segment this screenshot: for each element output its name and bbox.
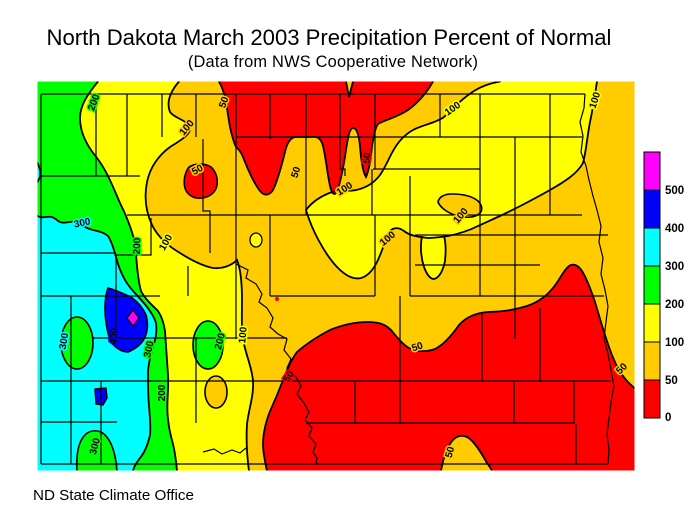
svg-text:400: 400 <box>665 223 684 235</box>
svg-text:300: 300 <box>58 332 72 351</box>
svg-text:300: 300 <box>665 261 684 273</box>
svg-text:(Data from NWS Cooperative Net: (Data from NWS Cooperative Network) <box>188 53 478 71</box>
svg-text:0: 0 <box>665 412 671 424</box>
svg-text:300: 300 <box>142 340 156 359</box>
svg-text:North Dakota March 2003 Precip: North Dakota March 2003 Precipitation Pe… <box>47 25 612 50</box>
svg-text:200: 200 <box>665 299 684 311</box>
svg-text:100: 100 <box>665 337 684 349</box>
svg-text:400: 400 <box>108 327 120 345</box>
svg-text:50: 50 <box>444 445 458 459</box>
svg-text:50: 50 <box>665 375 678 387</box>
svg-text:100: 100 <box>237 326 249 344</box>
svg-text:300: 300 <box>73 216 92 230</box>
svg-text:50: 50 <box>362 152 374 164</box>
svg-text:ND State Climate Office: ND State Climate Office <box>33 487 194 504</box>
svg-text:200: 200 <box>132 237 144 254</box>
svg-text:200: 200 <box>157 384 168 401</box>
svg-text:50: 50 <box>289 165 303 179</box>
svg-text:500: 500 <box>665 185 684 197</box>
